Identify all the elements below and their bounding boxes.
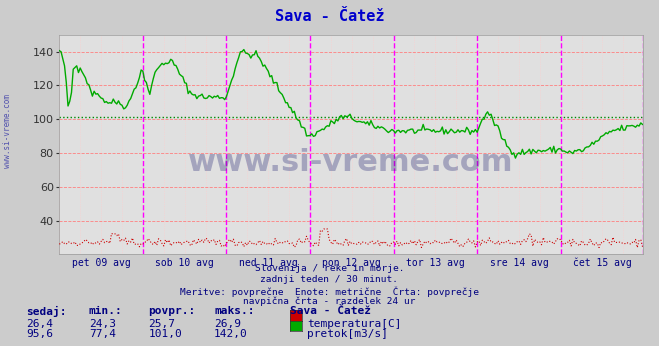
Text: povpr.:: povpr.: — [148, 306, 196, 316]
Text: 142,0: 142,0 — [214, 329, 248, 339]
Text: Sava - Čatež: Sava - Čatež — [275, 9, 384, 24]
Text: zadnji teden / 30 minut.: zadnji teden / 30 minut. — [260, 275, 399, 284]
Text: čet 15 avg: čet 15 avg — [573, 258, 632, 268]
Text: pon 12 avg: pon 12 avg — [322, 258, 381, 268]
Text: 101,0: 101,0 — [148, 329, 182, 339]
Text: sob 10 avg: sob 10 avg — [156, 258, 214, 268]
Text: 24,3: 24,3 — [89, 319, 116, 329]
Text: www.si-vreme.com: www.si-vreme.com — [3, 94, 13, 169]
Text: sedaj:: sedaj: — [26, 306, 67, 317]
Text: pretok[m3/s]: pretok[m3/s] — [307, 329, 388, 339]
Text: 26,9: 26,9 — [214, 319, 241, 329]
Text: 95,6: 95,6 — [26, 329, 53, 339]
Text: 26,4: 26,4 — [26, 319, 53, 329]
Text: 25,7: 25,7 — [148, 319, 175, 329]
Text: temperatura[C]: temperatura[C] — [307, 319, 401, 329]
Text: Slovenija / reke in morje.: Slovenija / reke in morje. — [255, 264, 404, 273]
Text: Sava - Čatež: Sava - Čatež — [290, 306, 371, 316]
Text: pet 09 avg: pet 09 avg — [72, 258, 130, 268]
Text: 77,4: 77,4 — [89, 329, 116, 339]
Text: www.si-vreme.com: www.si-vreme.com — [188, 147, 513, 176]
Text: navpična črta - razdelek 24 ur: navpična črta - razdelek 24 ur — [243, 297, 416, 306]
Text: ned 11 avg: ned 11 avg — [239, 258, 298, 268]
Text: Meritve: povprečne  Enote: metrične  Črta: povprečje: Meritve: povprečne Enote: metrične Črta:… — [180, 286, 479, 297]
Text: tor 13 avg: tor 13 avg — [406, 258, 465, 268]
Text: sre 14 avg: sre 14 avg — [490, 258, 548, 268]
Text: maks.:: maks.: — [214, 306, 254, 316]
Text: min.:: min.: — [89, 306, 123, 316]
